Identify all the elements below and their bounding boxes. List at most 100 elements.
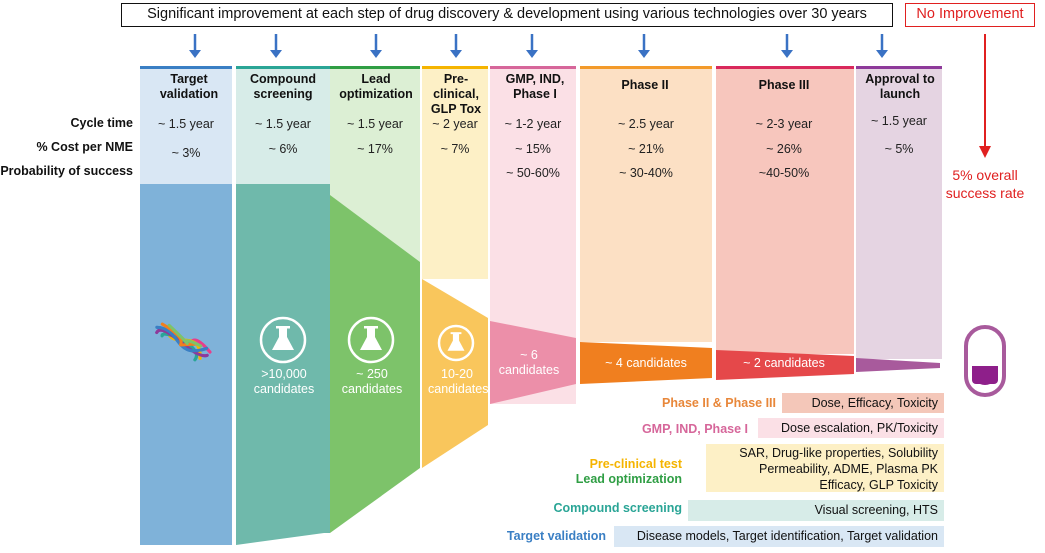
down-arrow-icon — [450, 50, 462, 58]
cycle-time-value: ~ 1.5 year — [347, 117, 403, 131]
candidates-label: 10-20 candidates — [428, 367, 489, 396]
protein-structure-icon — [167, 323, 203, 348]
stage-top-bar — [140, 66, 232, 69]
legend-desc-target-validation: Disease models, Target identification, T… — [614, 526, 944, 547]
probability-value: ~ 50-60% — [506, 166, 560, 180]
flask-icon — [360, 328, 382, 350]
down-arrow-icon — [781, 50, 793, 58]
funnel-band-gmp-phase1 — [490, 321, 576, 404]
flask-icon — [272, 328, 294, 350]
down-arrow-icon — [270, 50, 282, 58]
legend-label-gmp: GMP, IND, Phase I — [641, 422, 748, 436]
stage-top-bar — [490, 66, 576, 69]
stage-header-column — [140, 66, 232, 184]
protein-structure-icon — [155, 325, 209, 353]
cycle-time-value: ~ 2-3 year — [755, 117, 813, 131]
down-arrow-icon — [370, 50, 382, 58]
legend-label-phase2-3: Phase II & Phase III — [662, 396, 776, 410]
candidates-label: ~ 6 candidates — [498, 348, 560, 377]
cost-value: ~ 7% — [440, 142, 470, 156]
row-label-probability: Probability of success — [0, 164, 133, 178]
stage-title-preclinical: Pre-clinical, GLP Tox — [430, 72, 482, 116]
stage-title-gmp-ind-phase1: GMP, IND, Phase I — [505, 72, 565, 101]
stage-header-column — [422, 184, 488, 279]
funnel-band-phase3 — [716, 350, 854, 380]
legend-label-lead-optimization: Lead optimization — [575, 472, 682, 486]
stage-top-bar — [856, 66, 942, 69]
cost-value: ~ 17% — [357, 142, 393, 156]
funnel-band-lead-optimization — [330, 195, 420, 533]
funnel-band-phase2 — [580, 342, 712, 384]
stage-title-target-validation: Target validation — [159, 72, 219, 101]
stage-title-approval: Approval to launch — [865, 72, 935, 101]
stage-title-compound-screening: Compound screening — [250, 72, 316, 101]
candidates-label: ~ 4 candidates — [605, 356, 687, 370]
legend-label-target-validation: Target validation — [506, 529, 606, 543]
row-label-cycle-time: Cycle time — [70, 116, 133, 130]
banner-title: Significant improvement at each step of … — [121, 3, 893, 27]
red-down-arrow-icon — [979, 146, 991, 158]
legend-desc-preclinical-3: Efficacy, GLP Toxicity — [819, 478, 938, 492]
stage-header-column — [236, 66, 330, 184]
stage-header-column — [490, 66, 576, 184]
down-arrow-icon — [526, 50, 538, 58]
stage-top-bar — [422, 66, 488, 69]
cost-value: ~ 21% — [628, 142, 664, 156]
flask-icon — [437, 324, 475, 362]
cost-value: ~ 5% — [884, 142, 914, 156]
row-label-cost: % Cost per NME — [36, 140, 133, 154]
stage-top-bar — [330, 66, 420, 69]
cost-value: ~ 3% — [171, 146, 201, 160]
overall-success-rate: 5% overall success rate — [945, 167, 1025, 201]
flask-icon — [450, 332, 462, 335]
stage-title-lead-optimization: Lead optimization — [339, 72, 413, 101]
flask-icon — [347, 316, 395, 364]
pill-capsule-icon — [972, 366, 998, 384]
down-arrow-icon — [638, 50, 650, 58]
stage-header-column — [856, 66, 942, 184]
cost-value: ~ 6% — [268, 142, 298, 156]
cycle-time-value: ~ 1.5 year — [871, 114, 927, 128]
stage-header-column — [716, 184, 854, 354]
funnel-band-preclinical — [422, 279, 488, 468]
funnel-band-target-validation — [140, 184, 232, 545]
stage-title-phase3: Phase III — [758, 78, 810, 92]
cycle-time-value: ~ 2.5 year — [618, 117, 674, 131]
legend-label-preclinical: Pre-clinical test — [589, 457, 682, 471]
flask-icon — [259, 316, 307, 364]
funnel-band-approval — [856, 358, 940, 372]
cost-value: ~ 26% — [766, 142, 802, 156]
cycle-time-value: ~ 2 year — [432, 117, 478, 131]
stage-header-column — [330, 66, 420, 184]
cost-value: ~ 15% — [515, 142, 551, 156]
legend-desc-gmp: Dose escalation, PK/Toxicity — [758, 418, 944, 438]
legend-desc-compound-screening: Visual screening, HTS — [688, 500, 944, 521]
cycle-time-value: ~ 1-2 year — [504, 117, 562, 131]
down-arrow-icon — [189, 50, 201, 58]
stage-title-phase2: Phase II — [621, 78, 669, 92]
legend-label-compound-screening: Compound screening — [553, 501, 682, 515]
stage-header-column — [580, 184, 712, 342]
down-arrow-icon — [876, 50, 888, 58]
funnel-band-compound-screening — [236, 184, 330, 545]
stage-header-column — [422, 66, 488, 184]
stage-header-column — [856, 184, 942, 359]
cycle-time-value: ~ 1.5 year — [255, 117, 311, 131]
candidates-label: ~ 250 candidates — [341, 367, 403, 396]
probability-value: ~ 30-40% — [619, 166, 673, 180]
legend-desc-preclinical-2: Permeability, ADME, Plasma PK — [759, 462, 938, 476]
stage-top-bar — [716, 66, 854, 69]
stage-top-bar — [580, 66, 712, 69]
legend-box-preclinical — [706, 444, 944, 492]
probability-value: ~40-50% — [758, 166, 810, 180]
flask-icon — [447, 333, 465, 351]
stage-top-bar — [236, 66, 330, 69]
flask-icon — [364, 326, 378, 329]
stage-header-column — [580, 66, 712, 184]
no-improvement-label: No Improvement — [905, 3, 1035, 27]
legend-desc-phase2-3: Dose, Efficacy, Toxicity — [782, 393, 944, 413]
candidates-label: ~ 2 candidates — [743, 356, 825, 370]
candidates-label: >10,000 candidates — [253, 367, 315, 396]
